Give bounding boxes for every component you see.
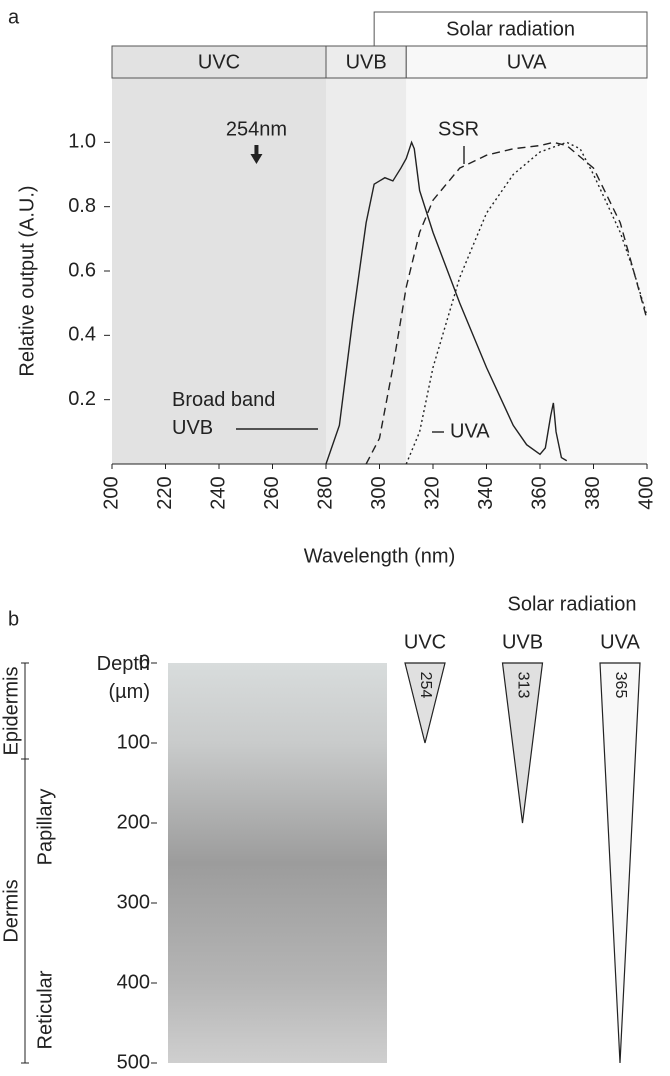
band-region [112,78,326,464]
y-tick-label: 0.4 [68,324,96,346]
band-header [405,45,648,79]
wavelength-label: 254 [417,672,434,699]
penetration-wedge [599,662,641,1064]
series-line [325,140,568,465]
y-tick-label: 200 [117,811,150,833]
x-tick-label: 380 [582,476,604,509]
x-tick-label: 260 [261,476,283,509]
penetration-wedge [501,662,544,824]
x-tick-label: 400 [635,476,657,509]
sublayer-label: Papillary [34,789,56,866]
x-axis-label: Wavelength (nm) [304,545,456,567]
penetration-wedge [404,662,446,744]
x-tick-label: 220 [154,476,176,509]
band-group-header [373,11,648,47]
series-line [365,141,648,465]
layer-label: Epidermis [0,667,22,756]
y-tick-label: 0.2 [68,388,96,410]
series-label: UVB [502,631,543,653]
band-header [111,45,327,79]
annotation-arrow [250,145,263,164]
band-region [406,78,647,464]
x-tick-label: 300 [368,476,390,509]
band-header [325,45,407,79]
x-tick-label: 200 [100,476,122,509]
band-label: UVA [507,51,547,73]
band-label: UVB [346,51,387,73]
x-tick-label: 240 [207,476,229,509]
panel-letter: b [8,608,19,630]
layer-label: Dermis [0,879,22,942]
y-tick-label: 400 [117,971,150,993]
x-tick-label: 280 [314,476,336,509]
series-label: Broad band UVB [172,389,276,439]
band-label: UVC [198,51,240,73]
y-axis-label: Relative output (A.U.) [16,185,38,376]
y-tick-label: 0 [139,651,150,673]
series-label: UVC [404,631,446,653]
y-tick-label: 300 [117,891,150,913]
y-axis-label: Depth (µm) [96,653,150,703]
y-tick-label: 100 [117,731,150,753]
wavelength-label: 365 [612,672,629,699]
sublayer-label: Reticular [34,970,56,1049]
wavelength-label: 313 [514,672,531,699]
y-tick-label: 1.0 [68,131,96,153]
annotation: 254nm [226,118,287,140]
band-region [326,78,407,464]
x-tick-label: 340 [475,476,497,509]
y-tick-label: 500 [117,1051,150,1073]
series-label: SSR [438,118,479,140]
x-tick-label: 320 [421,476,443,509]
band-group-label: Solar radiation [446,18,575,40]
series-label: UVA [450,420,490,442]
series-line [405,141,648,465]
skin-section-image [168,663,387,1063]
y-tick-label: 0.6 [68,259,96,281]
series-label: UVA [600,631,640,653]
group-label: Solar radiation [508,593,637,615]
y-tick-label: 0.8 [68,195,96,217]
panel-letter: a [8,6,20,28]
x-tick-label: 360 [528,476,550,509]
